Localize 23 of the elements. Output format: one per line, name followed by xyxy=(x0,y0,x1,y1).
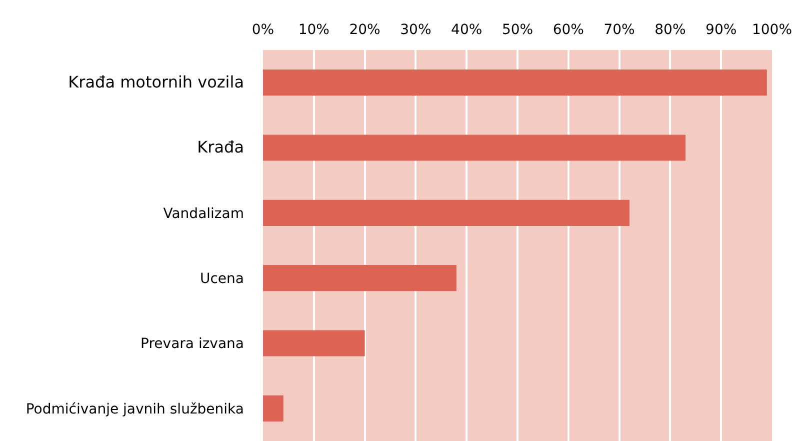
x-tick-label: 60% xyxy=(552,22,584,38)
y-tick-label: Ucena xyxy=(200,270,244,287)
bar xyxy=(263,200,630,226)
x-tick-label: 50% xyxy=(502,22,534,38)
x-tick-label: 0% xyxy=(252,22,274,38)
bar xyxy=(263,265,456,292)
y-tick-label: Podmićivanje javnih službenika xyxy=(26,401,244,418)
x-tick-label: 70% xyxy=(604,22,635,38)
x-tick-label: 100% xyxy=(752,22,792,38)
x-tick-label: 30% xyxy=(400,22,432,38)
y-tick-label: Prevara izvana xyxy=(140,336,244,352)
x-tick-label: 10% xyxy=(298,22,330,38)
bar xyxy=(263,134,686,161)
x-tick-label: 90% xyxy=(706,22,737,38)
x-tick-label: 80% xyxy=(654,22,686,38)
bar xyxy=(263,70,767,96)
bar xyxy=(263,395,284,422)
bar xyxy=(263,330,365,356)
y-tick-label: Krađa motornih vozila xyxy=(68,72,244,92)
y-tick-label: Vandalizam xyxy=(163,206,244,222)
y-tick-label: Krađa xyxy=(197,138,244,157)
x-tick-label: 20% xyxy=(349,22,380,38)
x-tick-label: 40% xyxy=(451,22,482,38)
